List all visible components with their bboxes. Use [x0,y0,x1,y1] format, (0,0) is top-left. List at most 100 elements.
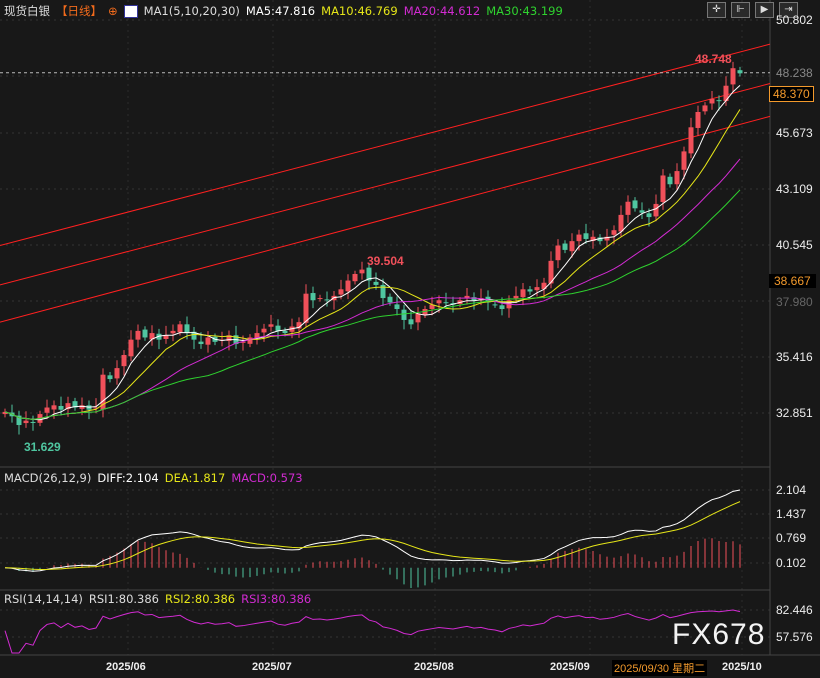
candle-body [548,260,554,284]
ma10-line [4,109,741,420]
symbol-name: 现货白银 [4,4,50,18]
exit-button[interactable]: ⇥ [779,2,798,18]
ma30-value: MA30:43.199 [486,4,563,18]
candle-body [443,302,449,304]
candle-body [121,354,127,367]
crosshair-icon: ✛ [712,4,721,15]
price-tick: 40.545 [776,238,813,252]
candle-body [513,295,519,299]
candle-body [499,305,505,310]
ma5-value: MA5:47.816 [245,4,316,18]
candle-body [492,304,498,306]
play-button[interactable]: ▶ [755,2,774,18]
candle-body [317,298,323,300]
candle-body [464,295,470,299]
candle-body [590,236,596,241]
macd-legend: MACD(26,12,9) DIFF:2.104 DEA:1.817 MACD:… [4,471,303,485]
candle-body [2,411,8,415]
candle-body [408,319,414,325]
candle-body [394,304,400,310]
interval-button[interactable]: ⊩ [731,2,750,18]
trendline [0,43,771,247]
cursor-date-label: 2025/09/30 星期二 [612,660,708,676]
crosshair-button[interactable]: ✛ [707,2,726,18]
candle-body [737,70,743,74]
candle-body [226,335,232,341]
date-label: 2025/06 [106,661,146,673]
candle-body [303,293,309,323]
candle-body [275,325,281,331]
candle-body [674,171,680,185]
play-icon: ▶ [760,4,769,15]
rsi3-value: RSI3:80.386 [241,592,312,606]
macd-label: MACD(26,12,9) [4,471,92,485]
candle-body [716,100,722,102]
candle-body [114,368,120,379]
macd-dea: DEA:1.817 [164,471,226,485]
candle-body [527,289,533,292]
macd-value: MACD:0.573 [231,471,303,485]
period-label[interactable]: 【日线】 [56,4,102,18]
interval-icon: ⊩ [736,4,745,15]
rsi-label: RSI(14,14,14) [4,592,83,606]
date-label: 2025/07 [252,661,292,673]
rsi-tick: 82.446 [776,603,813,617]
macd-diff-line [4,489,741,572]
candle-body [660,175,666,202]
rsi-line [4,609,741,654]
candle-body [562,243,568,250]
macd-tick: 1.437 [776,507,807,521]
macd-dea-line [4,501,741,571]
candle-body [639,210,645,213]
target-icon[interactable]: ⊕ [108,4,118,18]
candle-body [310,293,316,301]
rsi1-value: RSI1:80.386 [88,592,159,606]
candle-body [478,298,484,301]
candle-body [555,245,561,261]
candle-body [282,330,288,334]
candle-body [51,405,57,410]
current-price-label: 48.370 [769,86,814,102]
high-annotation: 48.748 [695,52,732,66]
date-label: 2025/09 [550,661,590,673]
candle-body [576,234,582,242]
indicator-icon[interactable] [123,4,138,18]
candle-body [723,85,729,102]
candle-body [100,374,106,410]
exit-icon: ⇥ [784,4,793,15]
candle-body [156,333,162,340]
candle-body [23,420,29,424]
price-tick: 48.238 [776,66,813,80]
candle-body [128,339,134,357]
candle-body [205,337,211,345]
local-high-annotation: 39.504 [367,254,404,268]
ma10-value: MA10:46.769 [321,4,398,18]
candle-body [163,335,169,339]
candle-body [135,330,141,340]
candle-body [240,341,246,343]
candle-body [191,331,197,340]
rsi2-value: RSI2:80.386 [165,592,236,606]
date-label: 2025/08 [414,661,454,673]
candle-body [44,407,50,413]
price-tick: 45.673 [776,126,813,140]
low-annotation: 31.629 [24,440,61,454]
rsi-legend: RSI(14,14,14) RSI1:80.386 RSI2:80.386 RS… [4,592,311,606]
candle-body [170,330,176,334]
candle-body [611,230,617,235]
ma20-line [4,158,741,420]
candle-body [534,287,540,291]
main-legend: 现货白银 【日线】 ⊕ MA1(5,10,20,30) MA5:47.816 M… [4,3,563,19]
candle-body [415,313,421,323]
candle-body [681,151,687,170]
ma20-value: MA20:44.612 [403,4,481,18]
candle-body [373,281,379,285]
candle-body [646,213,652,218]
candle-body [583,233,589,239]
trendline [0,115,771,323]
watermark-logo: FX678 [672,618,766,651]
candle-body [604,236,610,241]
candle-body [296,322,302,329]
candle-body [198,341,204,345]
